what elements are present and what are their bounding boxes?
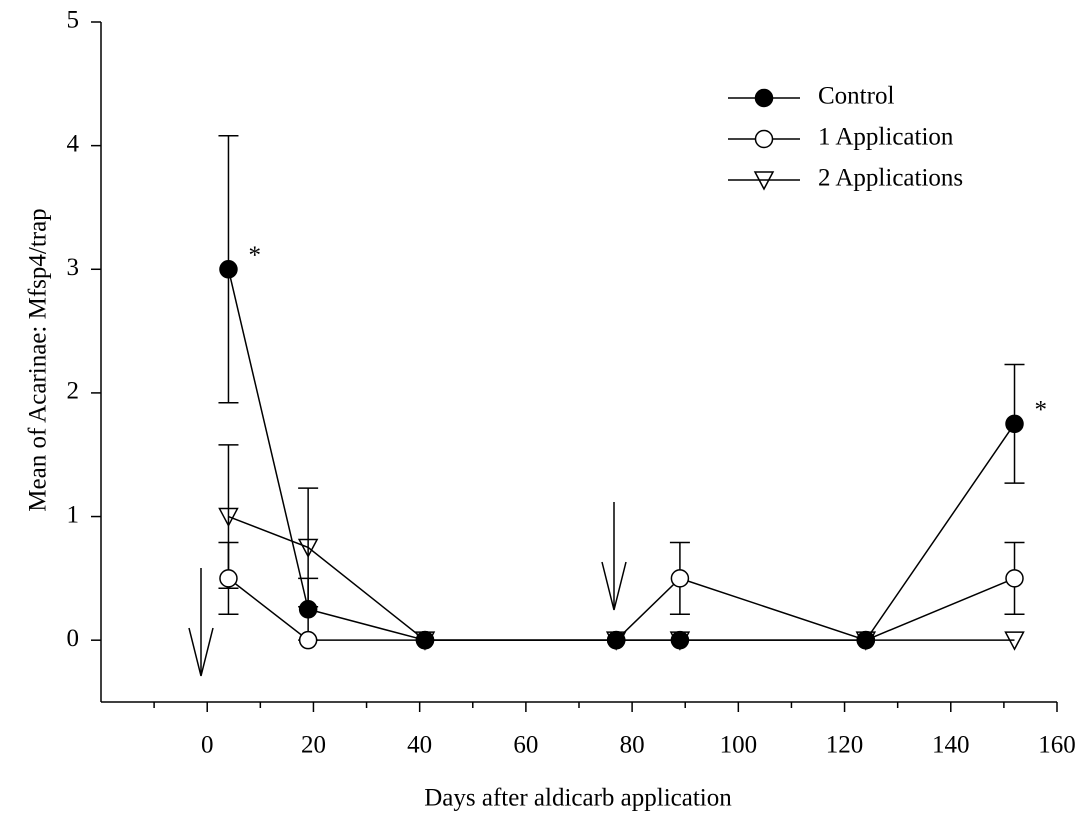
marker xyxy=(298,600,318,619)
x-tick-label: 120 xyxy=(826,732,864,759)
x-tick-label: 0 xyxy=(201,732,214,759)
x-tick-label: 140 xyxy=(932,732,970,759)
marker xyxy=(753,171,775,191)
legend-label: 2 Applications xyxy=(818,165,963,192)
marker xyxy=(298,630,318,650)
marker xyxy=(1004,631,1025,651)
y-tick-label: 0 xyxy=(67,625,80,652)
marker xyxy=(856,630,876,650)
marker xyxy=(219,260,238,279)
y-tick-label: 3 xyxy=(67,254,80,281)
marker xyxy=(754,129,774,149)
annotation: * xyxy=(248,242,261,269)
x-tick-label: 160 xyxy=(1038,732,1076,759)
marker xyxy=(670,630,690,650)
marker xyxy=(606,630,626,650)
application-arrow xyxy=(188,568,214,677)
x-tick-label: 40 xyxy=(407,732,432,759)
series-line xyxy=(227,269,1016,641)
y-tick-label: 4 xyxy=(67,130,80,157)
marker xyxy=(754,88,774,108)
marker xyxy=(1005,414,1024,434)
series-line xyxy=(228,577,1015,641)
x-tick-label: 20 xyxy=(301,732,326,759)
legend-label: Control xyxy=(818,83,894,110)
marker xyxy=(1005,569,1024,588)
marker xyxy=(415,630,435,650)
y-tick-label: 5 xyxy=(67,7,80,34)
marker xyxy=(297,538,319,559)
marker xyxy=(670,569,690,588)
application-arrow xyxy=(601,502,627,611)
marker xyxy=(218,507,239,528)
x-axis-title: Days after aldicarb application xyxy=(424,785,732,812)
x-tick-label: 80 xyxy=(620,732,645,759)
legend-label: 1 Application xyxy=(818,124,954,151)
marker xyxy=(219,569,238,588)
x-tick-label: 60 xyxy=(513,732,538,759)
y-tick-label: 1 xyxy=(67,501,80,528)
x-tick-label: 100 xyxy=(720,732,758,759)
annotation: * xyxy=(1035,397,1048,424)
y-axis-title: Mean of Acarinae: Mfsp4/trap xyxy=(25,208,52,511)
y-tick-label: 2 xyxy=(67,378,80,405)
error-bar xyxy=(218,444,239,590)
